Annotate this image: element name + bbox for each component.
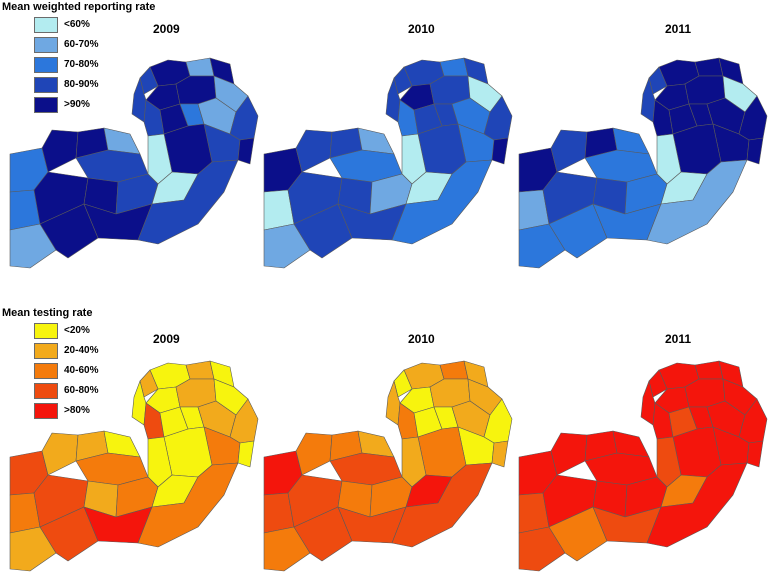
district-region <box>694 57 724 77</box>
district-region <box>295 129 333 173</box>
district-region <box>391 159 493 245</box>
district-region <box>237 137 255 165</box>
district-region <box>39 506 99 562</box>
district-region <box>137 462 239 548</box>
district-region <box>391 462 493 548</box>
legend-swatch <box>34 77 58 93</box>
testing-map-2011 <box>518 360 768 572</box>
district-region <box>672 426 722 478</box>
legend-label: <20% <box>64 325 90 336</box>
reporting-year-2009-label: 2009 <box>153 22 180 36</box>
district-region <box>293 506 353 562</box>
district-region <box>9 223 57 269</box>
legend-swatch <box>34 383 58 399</box>
legend-swatch <box>34 57 58 73</box>
district-region <box>439 57 469 77</box>
district-region <box>417 426 467 478</box>
district-region <box>746 137 764 165</box>
district-region <box>9 526 57 572</box>
reporting-legend-title: Mean weighted reporting rate <box>2 1 156 13</box>
reporting-map-2009 <box>9 57 259 269</box>
district-region <box>41 432 79 476</box>
district-region <box>694 360 724 380</box>
district-region <box>417 123 467 175</box>
district-region <box>293 203 353 259</box>
legend-label: <60% <box>64 19 90 30</box>
reporting-year-2011-label: 2011 <box>665 22 692 36</box>
legend-label: 20-40% <box>64 345 99 356</box>
district-region <box>518 223 566 269</box>
district-region <box>185 360 215 380</box>
testing-map-2010 <box>263 360 513 572</box>
reporting-map-2011 <box>518 57 768 269</box>
district-region <box>41 129 79 173</box>
district-region <box>263 526 311 572</box>
legend-label: 60-80% <box>64 385 99 396</box>
district-region <box>39 203 99 259</box>
legend-swatch <box>34 343 58 359</box>
legend-label: 80-90% <box>64 79 99 90</box>
district-region <box>295 432 333 476</box>
legend-label: 60-70% <box>64 39 99 50</box>
district-region <box>137 159 239 245</box>
district-region <box>746 440 764 468</box>
district-region <box>163 426 213 478</box>
legend-swatch <box>34 403 58 419</box>
district-region <box>163 123 213 175</box>
district-region <box>550 432 588 476</box>
district-region <box>646 462 748 548</box>
district-region <box>491 137 509 165</box>
district-region <box>237 440 255 468</box>
district-region <box>672 123 722 175</box>
district-region <box>550 129 588 173</box>
legend-label: >90% <box>64 99 90 110</box>
testing-legend-title: Mean testing rate <box>2 307 93 319</box>
testing-year-2011-label: 2011 <box>665 332 692 346</box>
testing-year-2010-label: 2010 <box>408 332 435 346</box>
district-region <box>518 526 566 572</box>
district-region <box>548 506 608 562</box>
legend-swatch <box>34 323 58 339</box>
district-region <box>491 440 509 468</box>
reporting-year-2010-label: 2010 <box>408 22 435 36</box>
legend-label: 70-80% <box>64 59 99 70</box>
reporting-map-2010 <box>263 57 513 269</box>
legend-swatch <box>34 97 58 113</box>
testing-year-2009-label: 2009 <box>153 332 180 346</box>
district-region <box>263 223 311 269</box>
legend-label: 40-60% <box>64 365 99 376</box>
testing-map-2009 <box>9 360 259 572</box>
legend-swatch <box>34 363 58 379</box>
district-region <box>185 57 215 77</box>
legend-swatch <box>34 17 58 33</box>
legend-swatch <box>34 37 58 53</box>
district-region <box>548 203 608 259</box>
district-region <box>439 360 469 380</box>
district-region <box>646 159 748 245</box>
legend-label: >80% <box>64 405 90 416</box>
